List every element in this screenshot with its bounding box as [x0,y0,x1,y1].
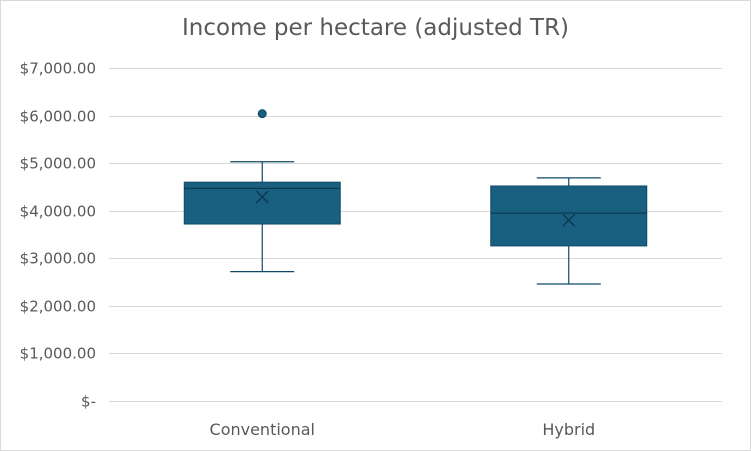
outlier-conventional-0 [257,109,267,119]
box-iqr-conventional [183,181,341,225]
y-tick-label-1000: $1,000.00 [20,345,96,363]
y-tick-label-0: $- [81,393,96,411]
y-tick-label-4000: $4,000.00 [20,203,96,221]
x-axis-category-labels: Conventional Hybrid [210,420,596,439]
y-tick-label-7000: $7,000.00 [20,60,96,78]
category-label-conventional: Conventional [210,420,315,439]
boxes [183,109,648,285]
box-hybrid [490,177,648,285]
y-tick-label-5000: $5,000.00 [20,155,96,173]
y-tick-label-6000: $6,000.00 [20,108,96,126]
box-conventional [183,109,341,273]
box-iqr-hybrid [490,185,648,247]
y-tick-label-2000: $2,000.00 [20,298,96,316]
mean-marker-hybrid-b [562,213,576,227]
category-label-hybrid: Hybrid [542,420,595,439]
chart-title: Income per hectare (adjusted TR) [181,15,570,41]
y-tick-label-3000: $3,000.00 [20,250,96,268]
y-axis-tick-labels: $- $1,000.00 $2,000.00 $3,000.00 $4,000.00 $5… [20,60,96,411]
gridlines [109,68,722,402]
mean-marker-conventional-b [255,190,269,204]
